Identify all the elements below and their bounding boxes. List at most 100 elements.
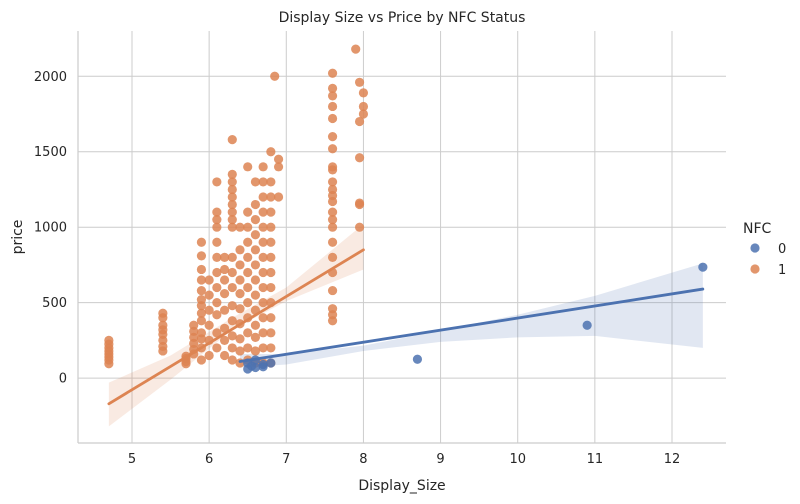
point-nfc-1 bbox=[219, 335, 230, 345]
point-nfc-1 bbox=[227, 331, 237, 341]
point-nfc-1 bbox=[258, 313, 268, 323]
point-nfc-1 bbox=[219, 288, 230, 299]
point-nfc-1 bbox=[266, 343, 276, 353]
y-axis-title: price bbox=[10, 220, 26, 255]
point-nfc-1 bbox=[243, 343, 253, 353]
point-nfc-1 bbox=[196, 275, 207, 285]
point-nfc-1 bbox=[219, 323, 230, 333]
x-tick-label: 5 bbox=[128, 452, 136, 467]
point-nfc-1 bbox=[158, 320, 168, 330]
grid-lines bbox=[78, 31, 726, 443]
point-nfc-1 bbox=[354, 77, 365, 87]
y-tick-label: 1000 bbox=[34, 221, 67, 236]
point-nfc-1 bbox=[250, 275, 261, 285]
point-nfc-1 bbox=[243, 282, 253, 293]
point-nfc-1 bbox=[243, 267, 253, 278]
point-nfc-1 bbox=[250, 320, 261, 330]
point-nfc-1 bbox=[273, 154, 284, 164]
point-nfc-1 bbox=[212, 207, 222, 217]
point-nfc-1 bbox=[266, 313, 276, 323]
point-nfc-1 bbox=[196, 316, 207, 326]
point-nfc-1 bbox=[327, 207, 338, 217]
point-nfc-1 bbox=[327, 222, 338, 232]
point-nfc-1 bbox=[227, 282, 237, 293]
point-nfc-1 bbox=[219, 275, 230, 285]
point-nfc-1 bbox=[358, 101, 369, 112]
point-nfc-1 bbox=[243, 328, 253, 338]
point-nfc-1 bbox=[212, 222, 222, 232]
point-nfc-1 bbox=[266, 282, 276, 293]
point-nfc-1 bbox=[266, 177, 276, 187]
point-nfc-1 bbox=[270, 71, 280, 81]
point-nfc-1 bbox=[204, 275, 214, 285]
point-nfc-1 bbox=[327, 215, 338, 225]
point-nfc-1 bbox=[327, 68, 338, 78]
x-tick-label: 11 bbox=[587, 452, 604, 467]
point-nfc-1 bbox=[327, 91, 338, 101]
point-nfc-1 bbox=[354, 116, 365, 127]
point-nfc-1 bbox=[158, 308, 168, 318]
point-nfc-1 bbox=[258, 162, 268, 172]
point-nfc-1 bbox=[358, 88, 369, 98]
point-nfc-1 bbox=[266, 252, 276, 262]
point-nfc-1 bbox=[235, 222, 245, 232]
regression-line-nfc-1 bbox=[107, 248, 365, 406]
point-nfc-1 bbox=[243, 222, 253, 232]
point-nfc-1 bbox=[327, 144, 338, 154]
point-nfc-1 bbox=[227, 199, 237, 210]
point-nfc-1 bbox=[212, 252, 222, 262]
x-tick-label: 6 bbox=[205, 452, 213, 467]
point-nfc-1 bbox=[196, 264, 207, 275]
y-tick-label: 500 bbox=[42, 296, 67, 311]
point-nfc-1 bbox=[212, 237, 222, 247]
point-nfc-1 bbox=[258, 177, 268, 187]
x-tick-label: 8 bbox=[359, 452, 367, 467]
point-nfc-1 bbox=[227, 343, 237, 353]
point-nfc-1 bbox=[273, 192, 284, 202]
point-nfc-1 bbox=[219, 305, 230, 315]
point-nfc-1 bbox=[258, 237, 268, 247]
point-nfc-1 bbox=[235, 288, 245, 299]
point-nfc-1 bbox=[243, 298, 253, 308]
legend-marker-nfc-1 bbox=[750, 264, 760, 274]
point-nfc-1 bbox=[258, 282, 268, 293]
point-nfc-1 bbox=[196, 251, 207, 261]
point-nfc-1 bbox=[327, 304, 338, 314]
point-nfc-1 bbox=[235, 245, 245, 255]
point-nfc-1 bbox=[196, 328, 207, 338]
y-tick-label: 2000 bbox=[34, 70, 67, 85]
point-nfc-1 bbox=[266, 207, 276, 217]
point-nfc-1 bbox=[235, 260, 245, 270]
point-nfc-1 bbox=[196, 237, 207, 247]
point-nfc-1 bbox=[219, 264, 230, 275]
x-tick-label: 12 bbox=[664, 452, 681, 467]
legend-marker-nfc-0 bbox=[750, 243, 760, 253]
point-nfc-1 bbox=[250, 215, 261, 225]
point-nfc-1 bbox=[196, 285, 207, 296]
point-nfc-1 bbox=[266, 237, 276, 247]
point-nfc-1 bbox=[354, 198, 365, 208]
point-nfc-1 bbox=[227, 135, 237, 145]
point-nfc-1 bbox=[212, 282, 222, 293]
point-nfc-1 bbox=[258, 267, 268, 278]
point-nfc-1 bbox=[227, 301, 237, 311]
point-nfc-1 bbox=[104, 335, 114, 345]
point-nfc-1 bbox=[258, 298, 268, 308]
point-nfc-1 bbox=[250, 290, 261, 300]
point-nfc-1 bbox=[227, 222, 237, 232]
point-nfc-1 bbox=[219, 350, 230, 361]
point-nfc-1 bbox=[327, 177, 338, 187]
point-nfc-1 bbox=[227, 184, 237, 195]
point-nfc-0 bbox=[582, 320, 592, 330]
point-nfc-1 bbox=[212, 298, 222, 308]
point-nfc-1 bbox=[212, 343, 222, 353]
point-nfc-1 bbox=[258, 207, 268, 217]
point-nfc-0 bbox=[266, 358, 276, 368]
point-nfc-1 bbox=[227, 355, 237, 365]
x-tick-label: 9 bbox=[436, 452, 444, 467]
point-nfc-1 bbox=[212, 328, 222, 338]
point-nfc-1 bbox=[266, 267, 276, 278]
point-nfc-1 bbox=[354, 153, 365, 163]
point-nfc-1 bbox=[250, 199, 261, 210]
